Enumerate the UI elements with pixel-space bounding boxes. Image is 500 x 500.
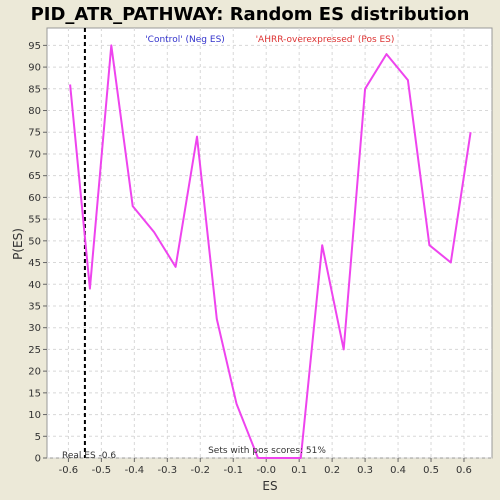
y-tick-label: 10 <box>28 410 41 421</box>
pos-scores-label: Sets with pos scores: 51% <box>208 446 326 456</box>
x-axis-label: ES <box>262 479 277 493</box>
y-tick-label: 25 <box>28 345 41 356</box>
x-tick-label: -0.4 <box>125 465 145 476</box>
y-tick-label: 95 <box>28 41 41 52</box>
x-tick-label: 0.2 <box>324 465 340 476</box>
chart-title: PID_ATR_PATHWAY: Random ES distribution <box>31 4 470 25</box>
y-tick-label: 15 <box>28 388 41 399</box>
y-tick-label: 20 <box>28 367 41 378</box>
legend-entry-control: 'Control' (Neg ES) <box>145 35 225 45</box>
y-axis-label: P(ES) <box>11 228 25 260</box>
y-tick-label: 45 <box>28 258 41 269</box>
y-tick-label: 50 <box>28 236 41 247</box>
y-tick-label: 40 <box>28 280 41 291</box>
x-axis-ticks: -0.6 -0.5 -0.4 -0.3 -0.2 -0.1 -0.0 0.1 0.2 0.3 0.4… <box>59 458 472 476</box>
x-tick-label: 0.6 <box>456 465 472 476</box>
x-tick-label: -0.5 <box>92 465 112 476</box>
grid-lines <box>47 28 492 459</box>
legend: 'Control' (Neg ES) 'AHRR-overexpressed' … <box>145 35 394 45</box>
x-tick-label: 0.1 <box>291 465 307 476</box>
y-tick-label: 5 <box>35 432 41 443</box>
series-layer <box>69 44 472 459</box>
x-tick-label: -0.1 <box>223 465 243 476</box>
y-tick-label: 0 <box>35 454 41 465</box>
y-tick-label: 80 <box>28 106 41 117</box>
y-tick-label: 70 <box>28 149 41 160</box>
x-tick-label: 0.5 <box>423 465 439 476</box>
series-line <box>69 44 472 459</box>
y-tick-label: 90 <box>28 63 41 74</box>
y-tick-label: 60 <box>28 193 41 204</box>
y-tick-label: 75 <box>28 128 41 139</box>
x-tick-label: -0.2 <box>191 465 211 476</box>
y-tick-label: 55 <box>28 215 41 226</box>
x-tick-label: -0.6 <box>59 465 79 476</box>
y-axis-ticks: 0 5 10 15 20 25 30 35 40 45 50 55 60 65 70 75 80 85 90 95 <box>28 41 47 465</box>
x-tick-label: 0.4 <box>390 465 406 476</box>
real-es-label: Real ES -0.6 <box>62 451 116 461</box>
plot-area <box>46 27 493 459</box>
legend-entry-ahrr: 'AHRR-overexpressed' (Pos ES) <box>256 35 395 45</box>
y-tick-label: 30 <box>28 323 41 334</box>
y-tick-label: 85 <box>28 84 41 95</box>
x-tick-label: -0.0 <box>256 465 276 476</box>
x-tick-label: -0.3 <box>158 465 178 476</box>
y-tick-label: 65 <box>28 171 41 182</box>
x-tick-label: 0.3 <box>357 465 373 476</box>
y-tick-label: 35 <box>28 301 41 312</box>
